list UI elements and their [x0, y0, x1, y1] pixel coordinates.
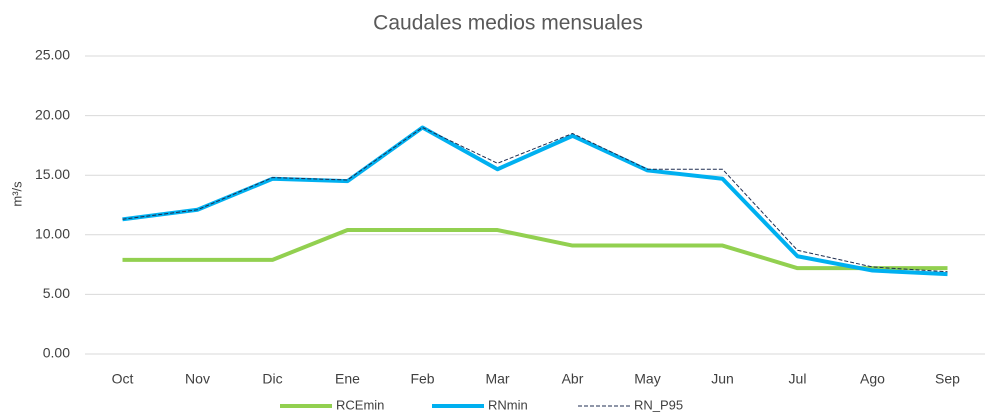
y-tick-label: 20.00: [35, 106, 70, 122]
y-tick-label: 10.00: [35, 226, 70, 242]
y-axis-label: m³/s: [9, 181, 24, 207]
x-tick-label: May: [634, 371, 660, 387]
series-line: [122, 125, 948, 277]
x-tick-label: Sep: [935, 371, 960, 387]
x-tick-label: Jul: [789, 371, 807, 387]
chart-title: Caudales medios mensuales: [373, 12, 643, 35]
legend-label: RCEmin: [336, 397, 384, 412]
y-tick-label: 0.00: [43, 345, 70, 361]
x-tick-label: Ene: [335, 371, 360, 387]
x-tick-label: Abr: [562, 371, 584, 387]
legend-label: RNmin: [488, 397, 528, 412]
x-tick-label: Ago: [860, 371, 885, 387]
y-tick-label: 15.00: [35, 166, 70, 182]
legend-label: RN_P95: [634, 397, 683, 412]
y-tick-label: 5.00: [43, 285, 70, 301]
x-tick-label: Oct: [112, 371, 134, 387]
x-tick-label: Nov: [185, 371, 210, 387]
series-line: [122, 228, 948, 271]
x-tick-label: Feb: [410, 371, 434, 387]
x-tick-label: Dic: [262, 371, 282, 387]
x-tick-label: Jun: [711, 371, 734, 387]
y-tick-label: 25.00: [35, 47, 70, 63]
x-tick-label: Mar: [485, 371, 509, 387]
series-line: [122, 127, 948, 273]
